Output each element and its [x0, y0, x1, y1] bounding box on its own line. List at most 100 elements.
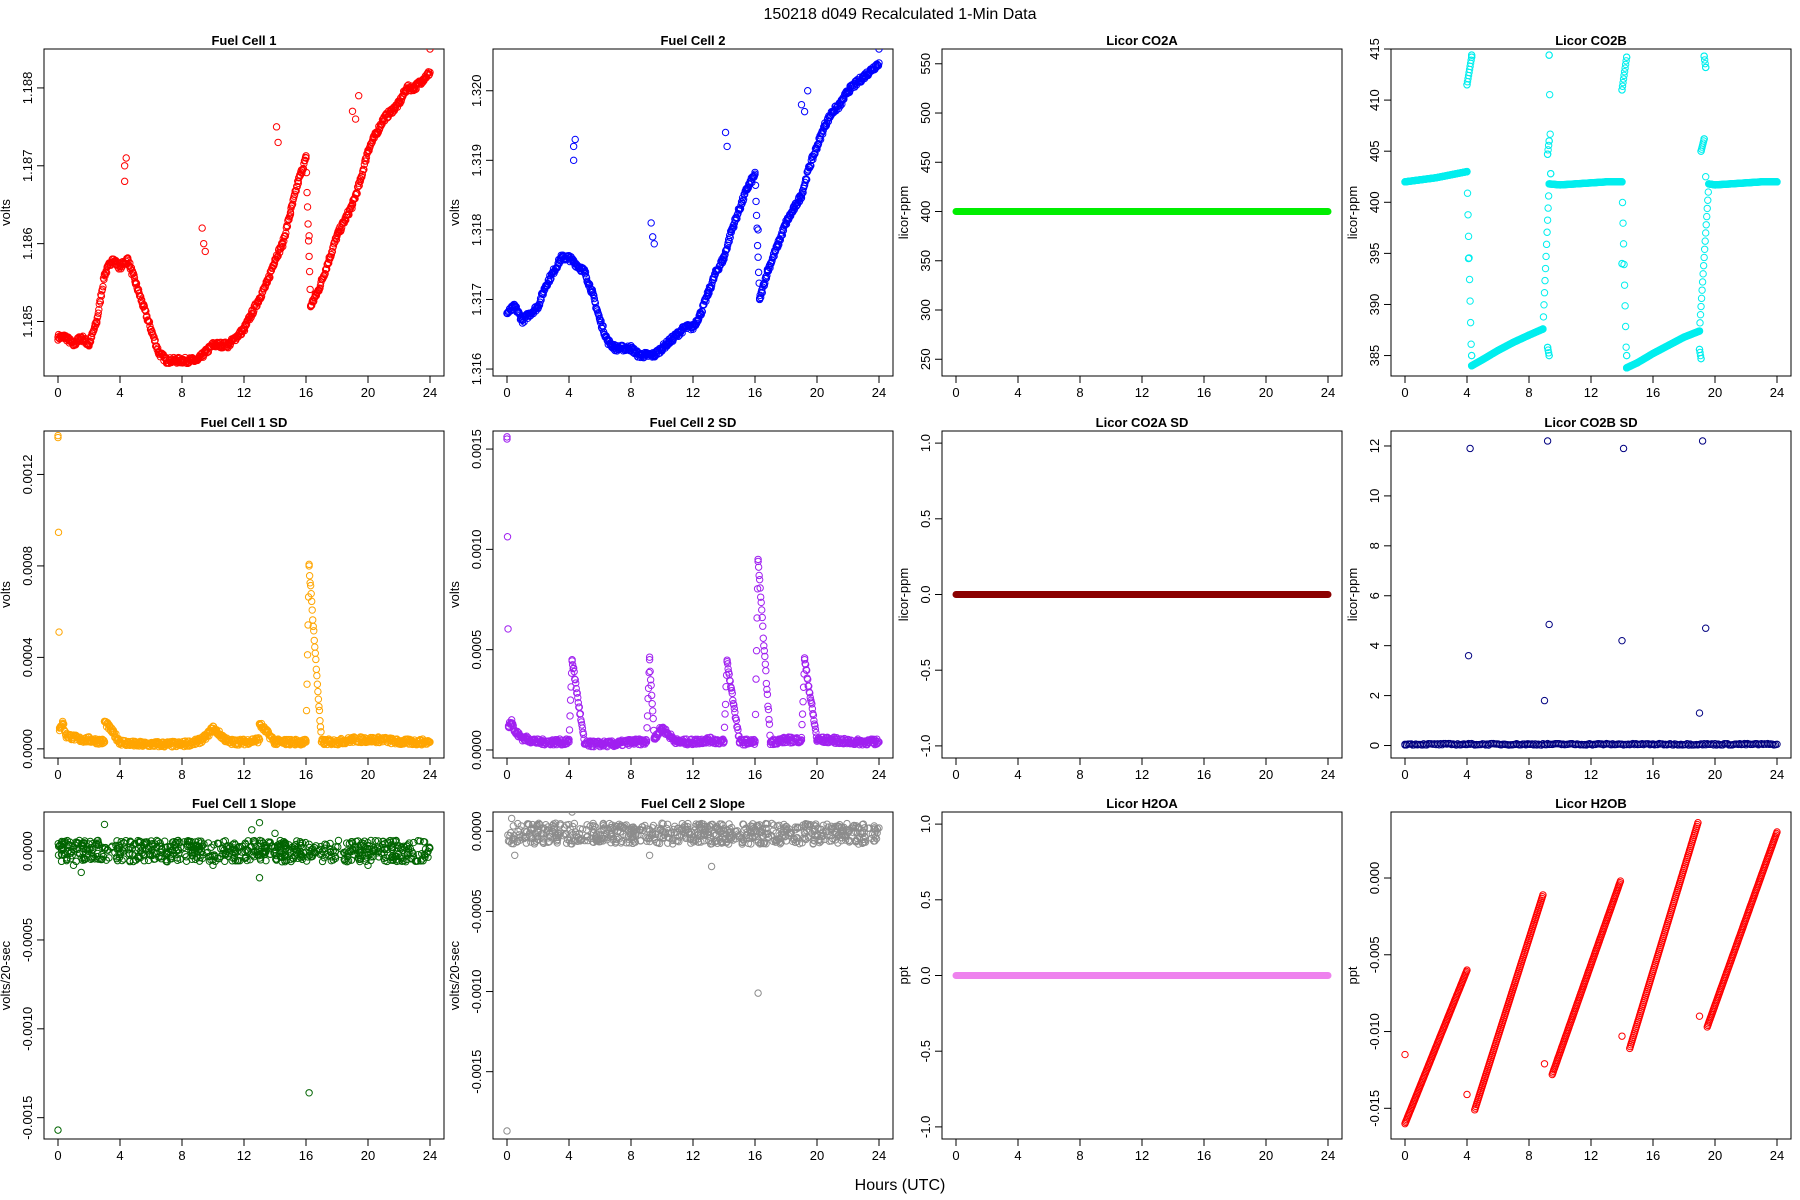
- data-point: [306, 579, 314, 587]
- y-tick-label: 8: [1367, 542, 1382, 549]
- data-points: [503, 49, 883, 362]
- data-point: [596, 316, 604, 325]
- x-tick-label: 0: [54, 385, 61, 400]
- data-point: [372, 130, 380, 139]
- data-point: [1619, 75, 1628, 83]
- data-point: [1544, 204, 1552, 212]
- data-point: [257, 837, 266, 845]
- data-point: [1543, 437, 1552, 445]
- data-point: [712, 267, 720, 276]
- data-point: [1620, 68, 1629, 76]
- data-point: [224, 344, 232, 352]
- data-point: [418, 76, 426, 84]
- data-point: [852, 80, 860, 88]
- data-point: [1700, 56, 1709, 64]
- data-point: [1467, 53, 1476, 61]
- data-point: [308, 606, 316, 614]
- data-point: [90, 325, 98, 333]
- data-point: [566, 712, 574, 720]
- data-point: [240, 325, 248, 333]
- data-point: [754, 253, 762, 261]
- data-point: [557, 254, 565, 262]
- data-point: [304, 220, 312, 228]
- data-point: [560, 737, 569, 746]
- data-point: [240, 738, 248, 746]
- data-point: [759, 283, 767, 291]
- data-point: [88, 840, 96, 848]
- data-point: [128, 850, 137, 858]
- x-tick-label: 20: [361, 767, 375, 782]
- x-tick-label: 24: [423, 767, 437, 782]
- data-point: [326, 839, 334, 848]
- data-point: [754, 557, 762, 566]
- data-point: [1401, 740, 1409, 748]
- x-tick-label: 20: [1708, 767, 1722, 782]
- data-point: [720, 738, 728, 746]
- x-tick-label: 8: [178, 385, 185, 400]
- x-tick-label: 4: [116, 1148, 123, 1163]
- data-point: [728, 689, 736, 698]
- data-point: [314, 695, 323, 703]
- data-point: [1621, 60, 1630, 69]
- data-point: [170, 356, 178, 365]
- data-point: [568, 655, 576, 664]
- data-point: [334, 836, 343, 845]
- data-point: [1704, 188, 1712, 196]
- data-point: [1621, 322, 1630, 331]
- data-point: [304, 237, 313, 245]
- data-point: [139, 302, 147, 310]
- data-point: [574, 693, 582, 702]
- data-point: [286, 738, 295, 746]
- data-point: [371, 837, 380, 845]
- y-tick-label: 550: [918, 53, 933, 75]
- data-point: [758, 613, 766, 622]
- data-point: [149, 842, 157, 851]
- data-point: [760, 642, 768, 650]
- data-point: [1466, 297, 1474, 305]
- data-point: [62, 731, 70, 739]
- data-point: [666, 732, 674, 740]
- data-point: [1622, 53, 1631, 61]
- data-point: [209, 341, 217, 349]
- data-point: [875, 738, 883, 746]
- data-point: [648, 700, 656, 708]
- data-point: [55, 726, 64, 735]
- data-point: [198, 224, 206, 232]
- data-point: [348, 107, 357, 115]
- data-point: [588, 288, 596, 297]
- data-point: [1622, 351, 1631, 360]
- data-point: [322, 841, 331, 849]
- x-tick-label: 24: [423, 385, 437, 400]
- data-point: [1540, 289, 1549, 297]
- data-point: [766, 738, 775, 746]
- data-point: [327, 251, 336, 259]
- data-point: [305, 252, 313, 261]
- y-tick-label: 1.187: [20, 150, 35, 183]
- data-point: [306, 302, 315, 310]
- data-point: [355, 181, 363, 190]
- data-point: [754, 563, 763, 571]
- y-tick-label: 1.317: [469, 283, 484, 316]
- data-point: [756, 593, 765, 601]
- data-point: [94, 309, 103, 317]
- data-point: [312, 655, 320, 664]
- y-tick-label: 400: [918, 201, 933, 223]
- data-point: [568, 661, 577, 669]
- data-point: [294, 177, 302, 186]
- data-point: [345, 211, 353, 219]
- x-tick-label: 12: [237, 767, 251, 782]
- data-point: [1773, 178, 1781, 186]
- data-point: [724, 665, 732, 673]
- chart-title: Fuel Cell 1 SD: [201, 415, 288, 430]
- data-point: [645, 668, 653, 677]
- data-point: [650, 240, 658, 248]
- data-point: [387, 107, 395, 115]
- data-point: [313, 671, 321, 680]
- data-point: [356, 177, 364, 186]
- data-point: [69, 341, 78, 349]
- data-point: [730, 701, 738, 709]
- x-tick-label: 12: [1135, 767, 1149, 782]
